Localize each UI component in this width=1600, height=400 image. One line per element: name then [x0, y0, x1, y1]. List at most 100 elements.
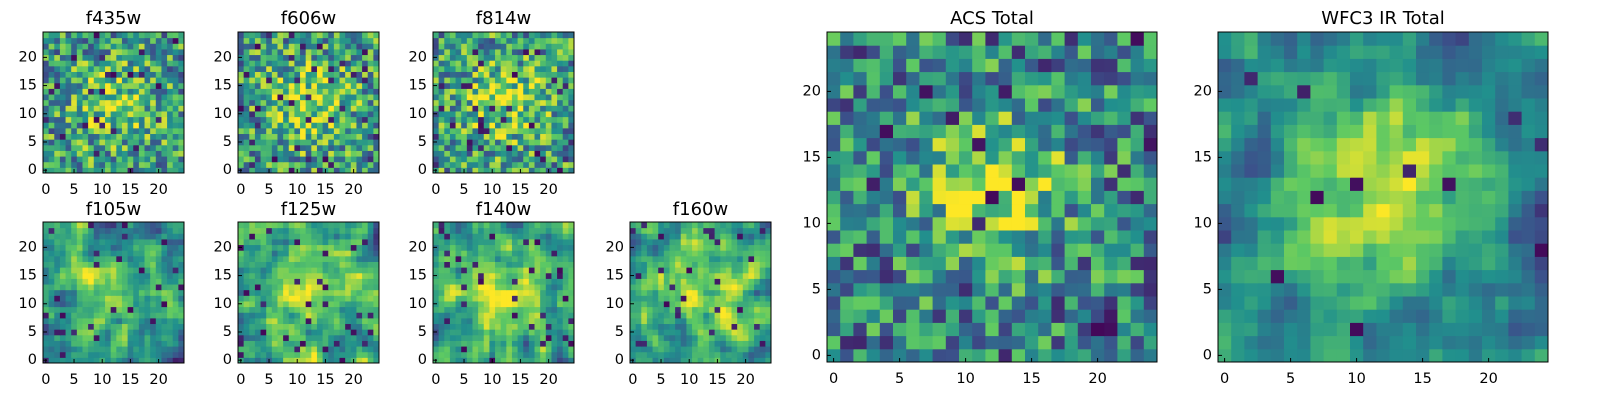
- heatmap-cell: [110, 233, 117, 240]
- heatmap-cell: [506, 43, 513, 50]
- heatmap-cell: [249, 284, 256, 291]
- heatmap-cell: [333, 127, 341, 135]
- heatmap-cell: [449, 312, 457, 319]
- heatmap-cell: [517, 48, 524, 56]
- heatmap-cell: [71, 77, 78, 84]
- heatmap-cell: [748, 238, 755, 246]
- heatmap-cell: [43, 99, 50, 106]
- heatmap-cell: [534, 334, 541, 341]
- heatmap-cell: [663, 306, 670, 313]
- heatmap-cell: [906, 230, 920, 244]
- heatmap-cell: [511, 150, 519, 157]
- heatmap-cell: [277, 261, 284, 268]
- heatmap-cell: [121, 255, 129, 262]
- heatmap-cell: [840, 296, 854, 310]
- heatmap-cell: [300, 244, 307, 251]
- heatmap-cell: [455, 133, 462, 140]
- heatmap-cell: [906, 243, 920, 257]
- heatmap-cell: [686, 300, 693, 308]
- heatmap-cell: [110, 105, 117, 112]
- y-tick-label: 15: [606, 268, 624, 284]
- heatmap-cell: [663, 261, 670, 268]
- heatmap-cell: [116, 351, 123, 358]
- heatmap-cell: [48, 334, 55, 341]
- heatmap-cell: [322, 139, 329, 146]
- heatmap-cell: [714, 233, 721, 240]
- heatmap-cell: [362, 250, 369, 257]
- heatmap-cell: [311, 295, 318, 302]
- heatmap-cell: [652, 233, 659, 240]
- heatmap-cell: [1091, 282, 1105, 297]
- heatmap-cell: [708, 357, 716, 364]
- heatmap-cell: [985, 150, 1000, 165]
- heatmap-cell: [466, 54, 473, 61]
- heatmap-cell: [155, 133, 162, 140]
- heatmap-cell: [65, 122, 72, 129]
- heatmap-cell: [506, 82, 513, 89]
- heatmap-cell: [652, 317, 659, 325]
- heatmap-cell: [127, 144, 134, 151]
- heatmap-cell: [562, 317, 569, 325]
- heatmap-cell: [43, 65, 50, 72]
- heatmap-cell: [271, 71, 278, 78]
- heatmap-cell: [127, 71, 134, 78]
- heatmap-cell: [866, 243, 881, 257]
- heatmap-cell: [557, 233, 564, 240]
- heatmap-cell: [919, 269, 934, 284]
- heatmap-cell: [478, 156, 485, 163]
- heatmap-cell: [827, 309, 841, 323]
- heatmap-cell: [277, 110, 284, 118]
- heatmap-cell: [356, 329, 363, 336]
- heatmap-cell: [121, 65, 129, 72]
- heatmap-cell: [65, 88, 72, 95]
- heatmap-cell: [523, 133, 530, 140]
- heatmap-cell: [345, 329, 352, 336]
- heatmap-cell: [367, 94, 374, 101]
- heatmap-cell: [472, 238, 479, 246]
- heatmap-cell: [630, 351, 637, 358]
- heatmap-cell: [906, 124, 920, 139]
- heatmap-cell: [294, 94, 301, 101]
- heatmap-cell: [478, 133, 485, 140]
- heatmap-cell: [155, 156, 162, 163]
- heatmap-cell: [254, 127, 262, 135]
- heatmap-cell: [76, 233, 83, 240]
- heatmap-cell: [316, 340, 324, 347]
- heatmap-cell: [433, 255, 440, 262]
- heatmap-cell: [748, 284, 755, 291]
- heatmap-cell: [663, 340, 670, 347]
- heatmap-cell: [517, 105, 524, 112]
- heatmap-cell: [283, 48, 290, 56]
- heatmap-cell: [1038, 137, 1052, 152]
- heatmap-cell: [254, 351, 262, 358]
- heatmap-cell: [438, 238, 445, 246]
- heatmap-cell: [478, 306, 485, 313]
- heatmap-cell: [714, 272, 721, 279]
- heatmap-cell: [271, 156, 278, 163]
- heatmap-cell: [362, 306, 369, 313]
- heatmap-cell: [545, 312, 552, 319]
- heatmap-cell: [367, 133, 374, 140]
- heatmap-cell: [300, 295, 307, 302]
- heatmap-cell: [433, 289, 440, 296]
- heatmap-cell: [742, 295, 749, 302]
- heatmap-cell: [433, 60, 440, 67]
- heatmap-cell: [373, 284, 380, 291]
- heatmap-cell: [350, 340, 357, 347]
- heatmap-cell: [461, 255, 468, 262]
- heatmap-cell: [959, 230, 973, 244]
- heatmap-cell: [277, 54, 284, 61]
- heatmap-cell: [562, 340, 569, 347]
- heatmap-cell: [472, 32, 479, 39]
- heatmap-cell: [511, 133, 519, 140]
- heatmap-cell: [500, 261, 507, 268]
- heatmap-cell: [271, 150, 278, 157]
- heatmap-cell: [1077, 230, 1092, 244]
- heatmap-cell: [322, 289, 329, 296]
- heatmap-cell: [311, 88, 318, 95]
- heatmap-cell: [495, 94, 502, 101]
- heatmap-cell: [356, 289, 363, 296]
- heatmap-cell: [1051, 190, 1066, 205]
- heatmap-cell: [333, 284, 341, 291]
- heatmap-cell: [294, 289, 301, 296]
